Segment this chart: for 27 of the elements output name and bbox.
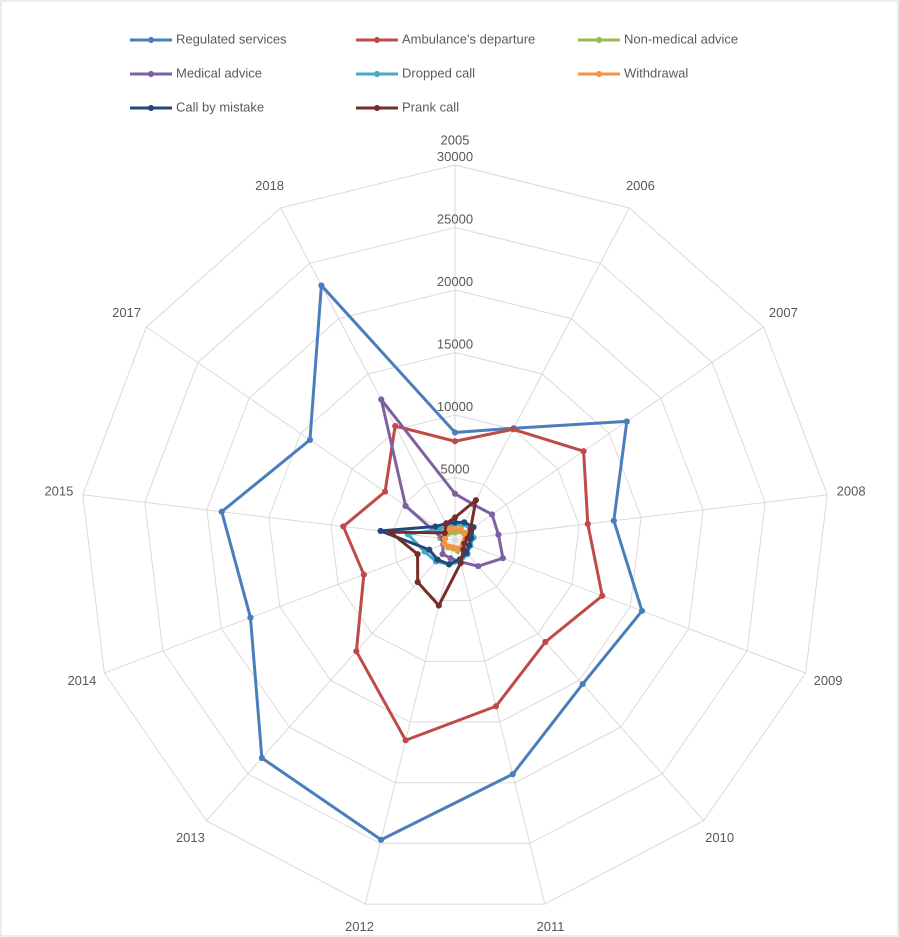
spoke-label: 2009 — [814, 672, 843, 688]
spoke-label: 2015 — [44, 483, 74, 498]
y-tick-label: 30000 — [436, 149, 474, 164]
spoke-label: 2013 — [176, 830, 205, 846]
spoke-label: 2011 — [536, 918, 564, 934]
legend-label: Dropped call — [402, 65, 476, 80]
legend-label: Withdrawal — [624, 65, 688, 80]
y-tick-label: 15000 — [436, 336, 474, 352]
spoke-label: 2017 — [112, 304, 142, 320]
spoke-label: 2012 — [345, 918, 374, 934]
spoke-label: 2005 — [440, 132, 470, 148]
legend-label: Call by mistake — [176, 99, 264, 114]
legend-label: Ambulance's departure — [402, 31, 536, 46]
spoke-label: 2006 — [626, 178, 655, 194]
legend-label: Prank call — [402, 99, 460, 114]
spoke-label: 2010 — [705, 830, 734, 846]
spoke-label: 2007 — [768, 304, 798, 320]
spoke-label: 2008 — [836, 483, 866, 498]
y-tick-label: 10000 — [436, 399, 474, 414]
spoke-label: 2014 — [67, 672, 96, 688]
y-tick-label: 25000 — [436, 212, 474, 226]
spoke-label: 2018 — [255, 178, 284, 194]
legend-label: Non-medical advice — [624, 31, 738, 46]
y-tick-label: 5000 — [440, 462, 470, 476]
legend-label: Medical advice — [176, 65, 262, 80]
y-tick-label: 20000 — [436, 274, 474, 289]
legend-label: Regulated services — [176, 31, 288, 46]
